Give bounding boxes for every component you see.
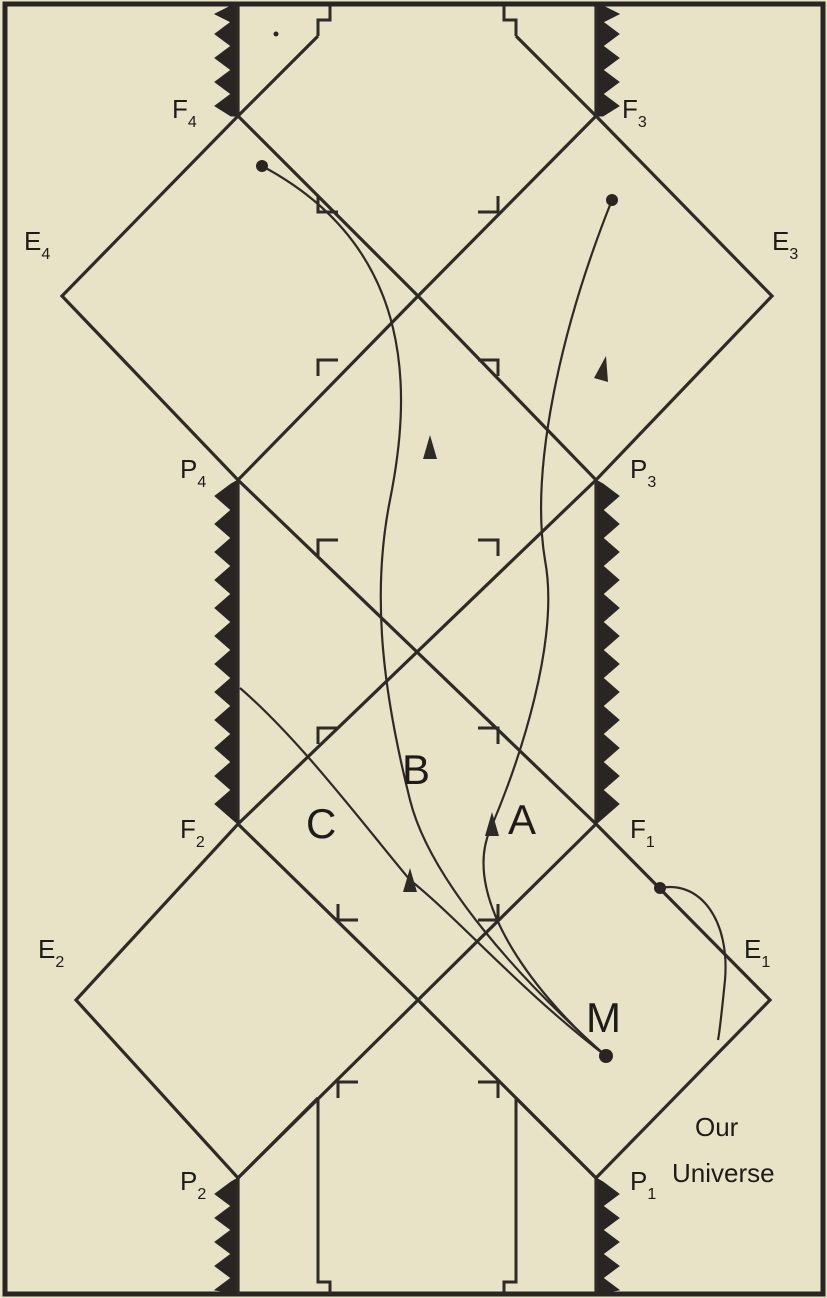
- worldline-B: [261, 165, 607, 1057]
- path-label-C: C: [306, 800, 336, 847]
- callout-line-1: Our: [695, 1112, 739, 1142]
- arrow-B-upper: [423, 435, 437, 459]
- middle-crossing: [236, 478, 598, 826]
- label-P4: P4: [180, 454, 206, 491]
- origin-label-M: M: [586, 994, 621, 1041]
- singularity-right: [595, 479, 620, 826]
- notch-bottom-right: [502, 1098, 518, 1294]
- singularity-bottom-left: [213, 1177, 239, 1295]
- path-label-B: B: [402, 746, 430, 793]
- notch-bottom-left: [316, 1098, 332, 1294]
- notch-lower-1: [336, 904, 358, 922]
- label-F2: F2: [180, 814, 205, 851]
- arrow-A-lower: [485, 812, 499, 836]
- singularity-bottom-right: [595, 1177, 621, 1295]
- bottom-central-edges: [236, 1096, 598, 1180]
- worldline-A-end: [606, 194, 618, 206]
- path-label-A: A: [508, 796, 536, 843]
- notch-mid-4: [478, 726, 500, 744]
- label-F1: F1: [630, 814, 655, 851]
- notch-mid-1: [316, 538, 338, 556]
- singularity-top-right: [595, 5, 621, 117]
- label-E3: E3: [772, 226, 798, 263]
- notch-upper-1: [316, 196, 338, 214]
- callout-line-2: Universe: [672, 1158, 775, 1188]
- notch-top-right: [502, 6, 518, 36]
- notch-mid-3: [316, 726, 338, 744]
- worldline-A: [482, 199, 614, 1057]
- top-central-edges: [236, 34, 598, 118]
- label-P3: P3: [630, 454, 656, 491]
- notch-lower-4: [478, 1080, 500, 1098]
- label-E1: E1: [744, 934, 770, 971]
- upper-left-diamond: [59, 113, 421, 483]
- arrow-A-upper: [594, 356, 608, 382]
- label-P2: P2: [180, 1166, 206, 1203]
- singularity-left: [214, 479, 239, 826]
- arrow-B-lower: [403, 868, 417, 892]
- stray-dot-top: [273, 31, 279, 37]
- label-P1: P1: [630, 1166, 656, 1203]
- notch-top-left: [316, 6, 332, 36]
- notch-upper-2: [478, 196, 500, 214]
- label-E2: E2: [38, 934, 64, 971]
- our-universe-callout-line: [659, 885, 727, 1041]
- notch-mid-2: [478, 538, 500, 556]
- label-F4: F4: [172, 94, 197, 131]
- notch-lower-3: [336, 1080, 358, 1098]
- origin-point-M: [599, 1049, 613, 1063]
- upper-right-diamond: [415, 113, 775, 483]
- singularity-top-left: [213, 5, 239, 117]
- notch-upper-4: [478, 358, 500, 376]
- notch-upper-3: [316, 358, 338, 376]
- lower-left-diamond: [73, 821, 421, 1181]
- worldline-B-end: [256, 160, 268, 172]
- label-F3: F3: [622, 94, 647, 131]
- label-E4: E4: [24, 226, 50, 263]
